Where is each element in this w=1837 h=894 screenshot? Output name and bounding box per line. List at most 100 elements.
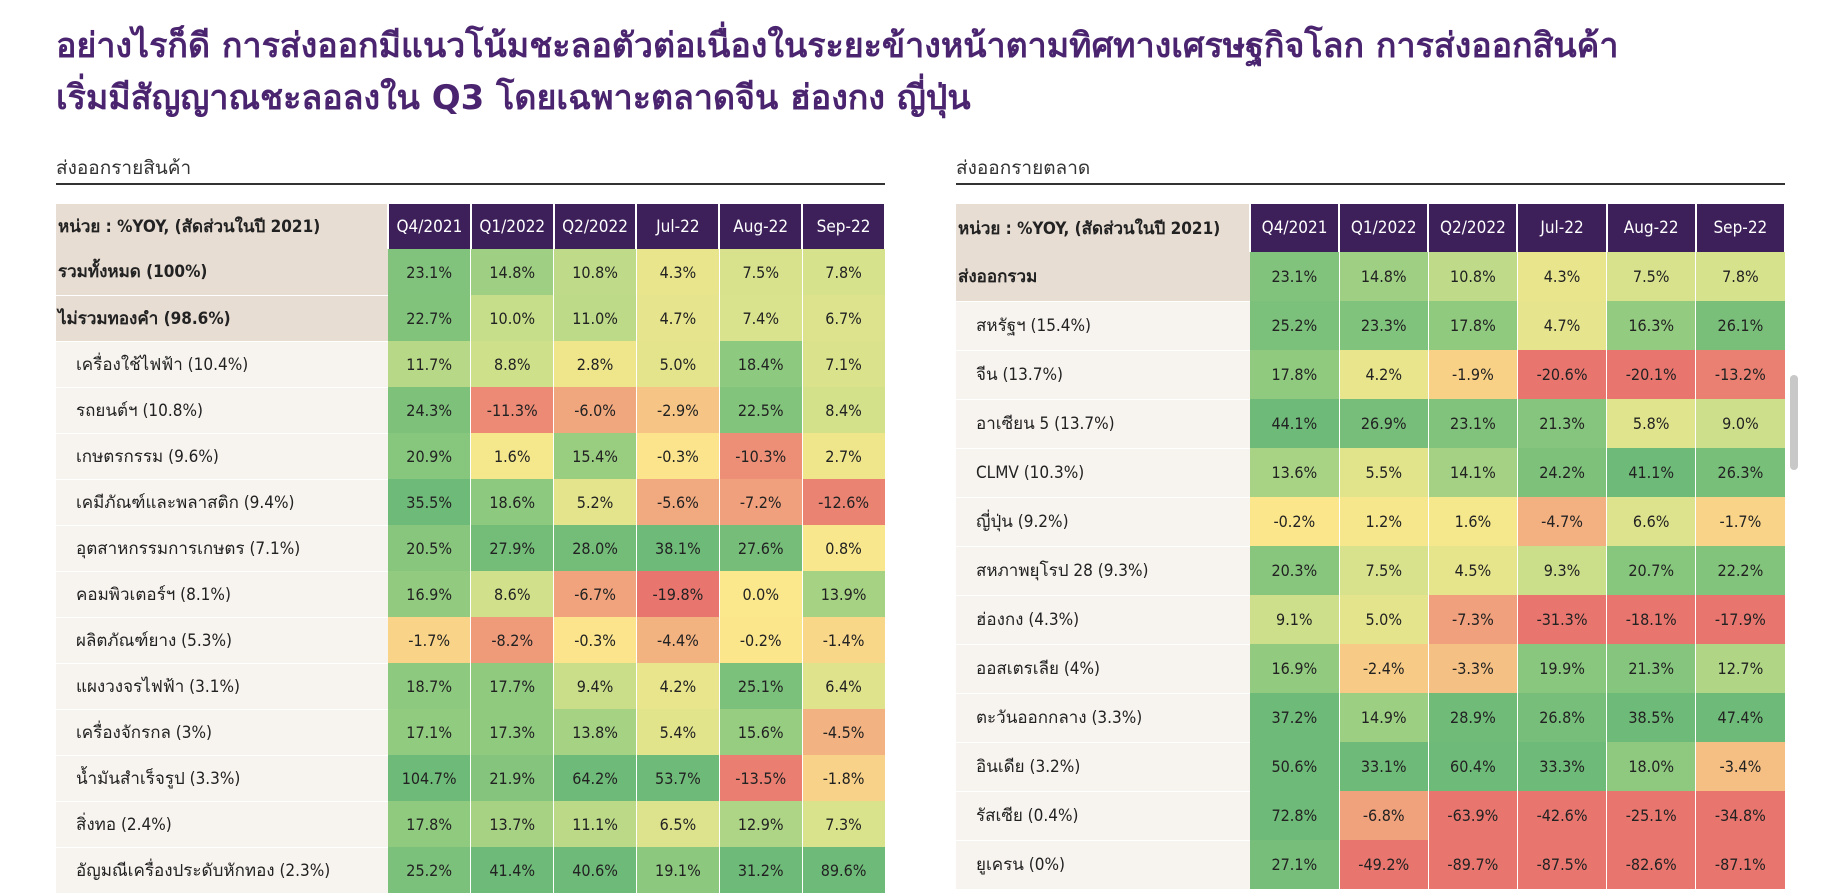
product-column-header: Sep-22	[802, 204, 886, 249]
market-column-header: Aug-22	[1606, 204, 1697, 252]
market-value-cell: 20.3%	[1250, 546, 1340, 595]
market-column-header: Sep-22	[1695, 204, 1787, 252]
market-value-cell: 18.0%	[1606, 742, 1697, 791]
market-value-cell: -87.1%	[1695, 840, 1786, 889]
product-value-cell: 7.1%	[802, 341, 886, 387]
product-row: อัญมณีเครื่องประดับหักทอง (2.3%) 25.2% 41.…	[56, 847, 886, 894]
product-value-cell: 17.7%	[470, 663, 555, 709]
market-value-cell: 7.5%	[1339, 546, 1429, 595]
product-value-cell: -6.7%	[553, 571, 637, 617]
product-row: อุตสาหกรรมการเกษตร (7.1%) 20.5% 27.9% 28.0%…	[56, 525, 886, 572]
product-value-cell: -1.4%	[802, 617, 886, 663]
product-value-cell: -5.6%	[636, 479, 720, 525]
product-value-cell: 19.1%	[636, 847, 720, 893]
product-value-cell: 13.9%	[802, 571, 886, 617]
market-value-cell: 9.1%	[1250, 595, 1340, 644]
product-section-title: ส่งออกรายสินค้า	[56, 157, 192, 179]
product-row: แผงวงจรไฟฟ้า (3.1%) 18.7% 17.7% 9.4% 4.2% 25.…	[56, 663, 886, 710]
market-value-cell: 23.1%	[1250, 252, 1340, 301]
product-row-label: แผงวงจรไฟฟ้า (3.1%)	[56, 663, 388, 710]
product-row-label: เกษตรกรรม (9.6%)	[56, 433, 388, 480]
product-column-header: Q2/2022	[553, 204, 638, 249]
market-value-cell: -25.1%	[1606, 791, 1697, 840]
product-row: น้ำมันสำเร็จรูป (3.3%) 104.7% 21.9% 64.2% 53…	[56, 755, 886, 802]
market-row-label: CLMV (10.3%)	[956, 448, 1250, 498]
product-row-label: เครื่องจักรกล (3%)	[56, 709, 388, 756]
product-row: รถยนต์ฯ (10.8%) 24.3% -11.3% -6.0% -2.9% 22.5…	[56, 387, 886, 434]
product-column-header: Q4/2021	[388, 204, 472, 249]
market-value-cell: -7.3%	[1428, 595, 1518, 644]
product-value-cell: -4.5%	[802, 709, 886, 755]
market-value-cell: 5.5%	[1339, 448, 1429, 497]
market-value-cell: -82.6%	[1606, 840, 1697, 889]
market-value-cell: 4.5%	[1428, 546, 1518, 595]
headline-line-1: อย่างไรก็ดี การส่งออกมีแนวโน้มชะลอตัวต่อ…	[56, 26, 1619, 66]
market-value-cell: 23.3%	[1339, 301, 1429, 350]
market-row-label: จีน (13.7%)	[956, 350, 1250, 400]
market-value-cell: -42.6%	[1517, 791, 1608, 840]
market-column-header: Q2/2022	[1428, 204, 1519, 252]
product-row: เกษตรกรรม (9.6%) 20.9% 1.6% 15.4% -0.3% -10.3…	[56, 433, 886, 480]
product-row-label: รถยนต์ฯ (10.8%)	[56, 387, 388, 434]
product-value-cell: -19.8%	[636, 571, 720, 617]
market-value-cell: 12.7%	[1695, 644, 1786, 693]
market-row-label: ยูเครน (0%)	[956, 840, 1250, 890]
market-value-cell: 5.8%	[1606, 399, 1697, 448]
market-value-cell: 14.1%	[1428, 448, 1518, 497]
product-value-cell: 23.1%	[388, 249, 472, 295]
market-row-label: สหภาพยุโรป 28 (9.3%)	[956, 546, 1250, 596]
market-column-header: Q1/2022	[1339, 204, 1430, 252]
product-row-label: อัญมณีเครื่องประดับหักทอง (2.3%)	[56, 847, 388, 894]
market-row: อินเดีย (3.2%) 50.6% 33.1% 60.4% 33.3% 18.0% -…	[956, 742, 1786, 792]
product-value-cell: 8.6%	[470, 571, 555, 617]
market-row-label: ออสเตรเลีย (4%)	[956, 644, 1250, 694]
product-value-cell: -1.8%	[802, 755, 886, 801]
product-value-cell: -7.2%	[719, 479, 803, 525]
market-value-cell: 21.3%	[1517, 399, 1608, 448]
market-value-cell: -89.7%	[1428, 840, 1518, 889]
product-row: ผลิตภัณฑ์ยาง (5.3%) -1.7% -8.2% -0.3% -4.4% -…	[56, 617, 886, 664]
market-row: ส่งออกรวม 23.1% 14.8% 10.8% 4.3% 7.5% 7.8%	[956, 252, 1786, 302]
market-value-cell: 41.1%	[1606, 448, 1697, 497]
product-row-label: น้ำมันสำเร็จรูป (3.3%)	[56, 755, 388, 802]
product-value-cell: 17.8%	[388, 801, 472, 847]
market-value-cell: 9.0%	[1695, 399, 1786, 448]
market-row-label: ตะวันออกกลาง (3.3%)	[956, 693, 1250, 743]
product-row-label: เครื่องใช้ไฟฟ้า (10.4%)	[56, 341, 388, 388]
product-value-cell: -13.5%	[719, 755, 803, 801]
market-value-cell: 27.1%	[1250, 840, 1340, 889]
product-value-cell: 7.3%	[802, 801, 886, 847]
product-value-cell: 11.0%	[553, 295, 637, 341]
product-value-cell: 41.4%	[470, 847, 555, 893]
product-value-cell: 12.9%	[719, 801, 803, 847]
product-value-cell: 13.8%	[553, 709, 637, 755]
market-value-cell: -3.4%	[1695, 742, 1786, 791]
product-value-cell: 5.0%	[636, 341, 720, 387]
market-value-cell: -6.8%	[1339, 791, 1429, 840]
market-value-cell: 23.1%	[1428, 399, 1518, 448]
product-value-cell: -2.9%	[636, 387, 720, 433]
product-value-cell: 35.5%	[388, 479, 472, 525]
product-value-cell: 27.9%	[470, 525, 555, 571]
product-value-cell: -11.3%	[470, 387, 555, 433]
market-row: ฮ่องกง (4.3%) 9.1% 5.0% -7.3% -31.3% -18.1% -1…	[956, 595, 1786, 645]
headline: อย่างไรก็ดี การส่งออกมีแนวโน้มชะลอตัวต่อ…	[56, 20, 1796, 124]
market-value-cell: 4.3%	[1517, 252, 1608, 301]
product-row-label: ไม่รวมทองคำ (98.6%)	[56, 295, 388, 342]
product-value-cell: -8.2%	[470, 617, 555, 663]
product-value-cell: 8.4%	[802, 387, 886, 433]
market-value-cell: 47.4%	[1695, 693, 1786, 742]
product-value-cell: 4.2%	[636, 663, 720, 709]
market-row: อาเซียน 5 (13.7%) 44.1% 26.9% 23.1% 21.3% 5.8…	[956, 399, 1786, 449]
product-unit-label: หน่วย : %YOY, (สัดส่วนในปี 2021)	[56, 204, 389, 249]
product-row: รวมทั้งหมด (100%) 23.1% 14.8% 10.8% 4.3% 7.5%…	[56, 249, 886, 296]
market-value-cell: -63.9%	[1428, 791, 1518, 840]
market-row-label: ส่งออกรวม	[956, 252, 1250, 302]
product-value-cell: -4.4%	[636, 617, 720, 663]
market-value-cell: -1.9%	[1428, 350, 1518, 399]
scrollbar-thumb[interactable]	[1790, 375, 1798, 470]
market-column-header: Q4/2021	[1250, 204, 1341, 252]
market-value-cell: -87.5%	[1517, 840, 1608, 889]
market-value-cell: 4.2%	[1339, 350, 1429, 399]
product-row: ไม่รวมทองคำ (98.6%) 22.7% 10.0% 11.0% 4.7% 7.…	[56, 295, 886, 342]
